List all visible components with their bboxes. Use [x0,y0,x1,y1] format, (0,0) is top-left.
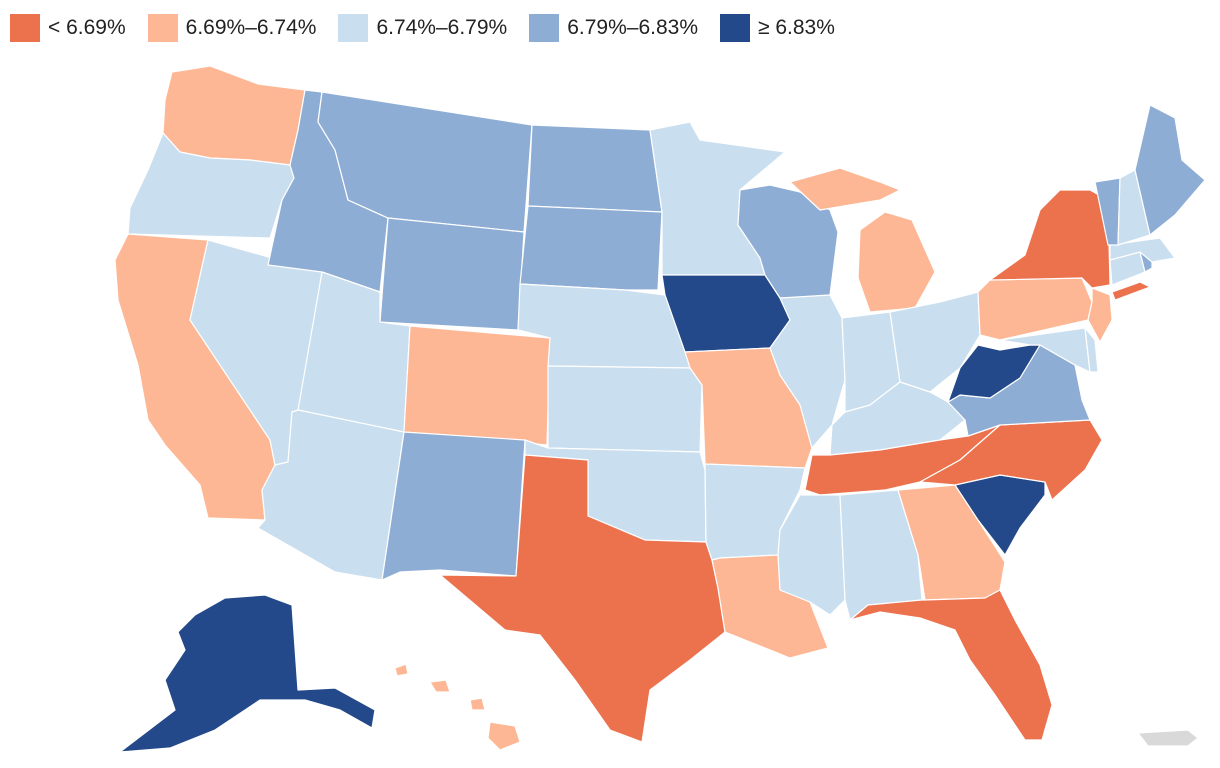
state-me[interactable] [1134,104,1206,236]
state-wi[interactable] [737,184,839,299]
state-co[interactable] [403,325,551,446]
legend-item: 6.79%–6.83% [529,14,698,42]
legend-item: ≥ 6.83% [720,14,835,42]
legend-label: < 6.69% [48,16,126,39]
state-il[interactable] [769,294,846,449]
legend-label: 6.69%–6.74% [185,16,317,39]
legend-item: < 6.69% [10,14,126,42]
state-ak[interactable] [119,594,376,753]
legend-item: 6.74%–6.79% [338,14,507,42]
legend-swatch [338,14,369,42]
legend-label: 6.74%–6.79% [376,16,508,39]
legend-swatch [529,14,560,42]
legend-swatch [10,14,40,42]
state-ia[interactable] [661,274,791,353]
state-wa[interactable] [162,65,306,166]
state-wv[interactable] [947,344,1041,403]
state-nj[interactable] [1087,287,1113,343]
state-nc[interactable] [919,419,1103,501]
legend-label: 6.79%–6.83% [567,16,698,39]
state-tx[interactable] [439,454,726,743]
legend-swatch [147,14,178,42]
state-nd[interactable] [527,124,663,213]
state-fl[interactable] [849,589,1053,741]
state-sd[interactable] [519,205,663,291]
legend: < 6.69% 6.69%–6.74% 6.74%–6.79% 6.79%–6.… [10,14,835,42]
state-ks[interactable] [547,365,703,453]
legend-item: 6.69%–6.74% [147,14,317,42]
state-mi[interactable] [789,167,936,313]
state-nm[interactable] [381,431,526,581]
state-wy[interactable] [379,217,525,331]
state-de[interactable] [1084,327,1099,373]
state-ma[interactable] [1109,237,1176,263]
legend-swatch [720,14,750,42]
legend-label: ≥ 6.83% [758,16,835,39]
state-la[interactable] [711,554,829,659]
state-hi[interactable] [394,663,521,751]
territory-pr[interactable] [1137,729,1199,747]
